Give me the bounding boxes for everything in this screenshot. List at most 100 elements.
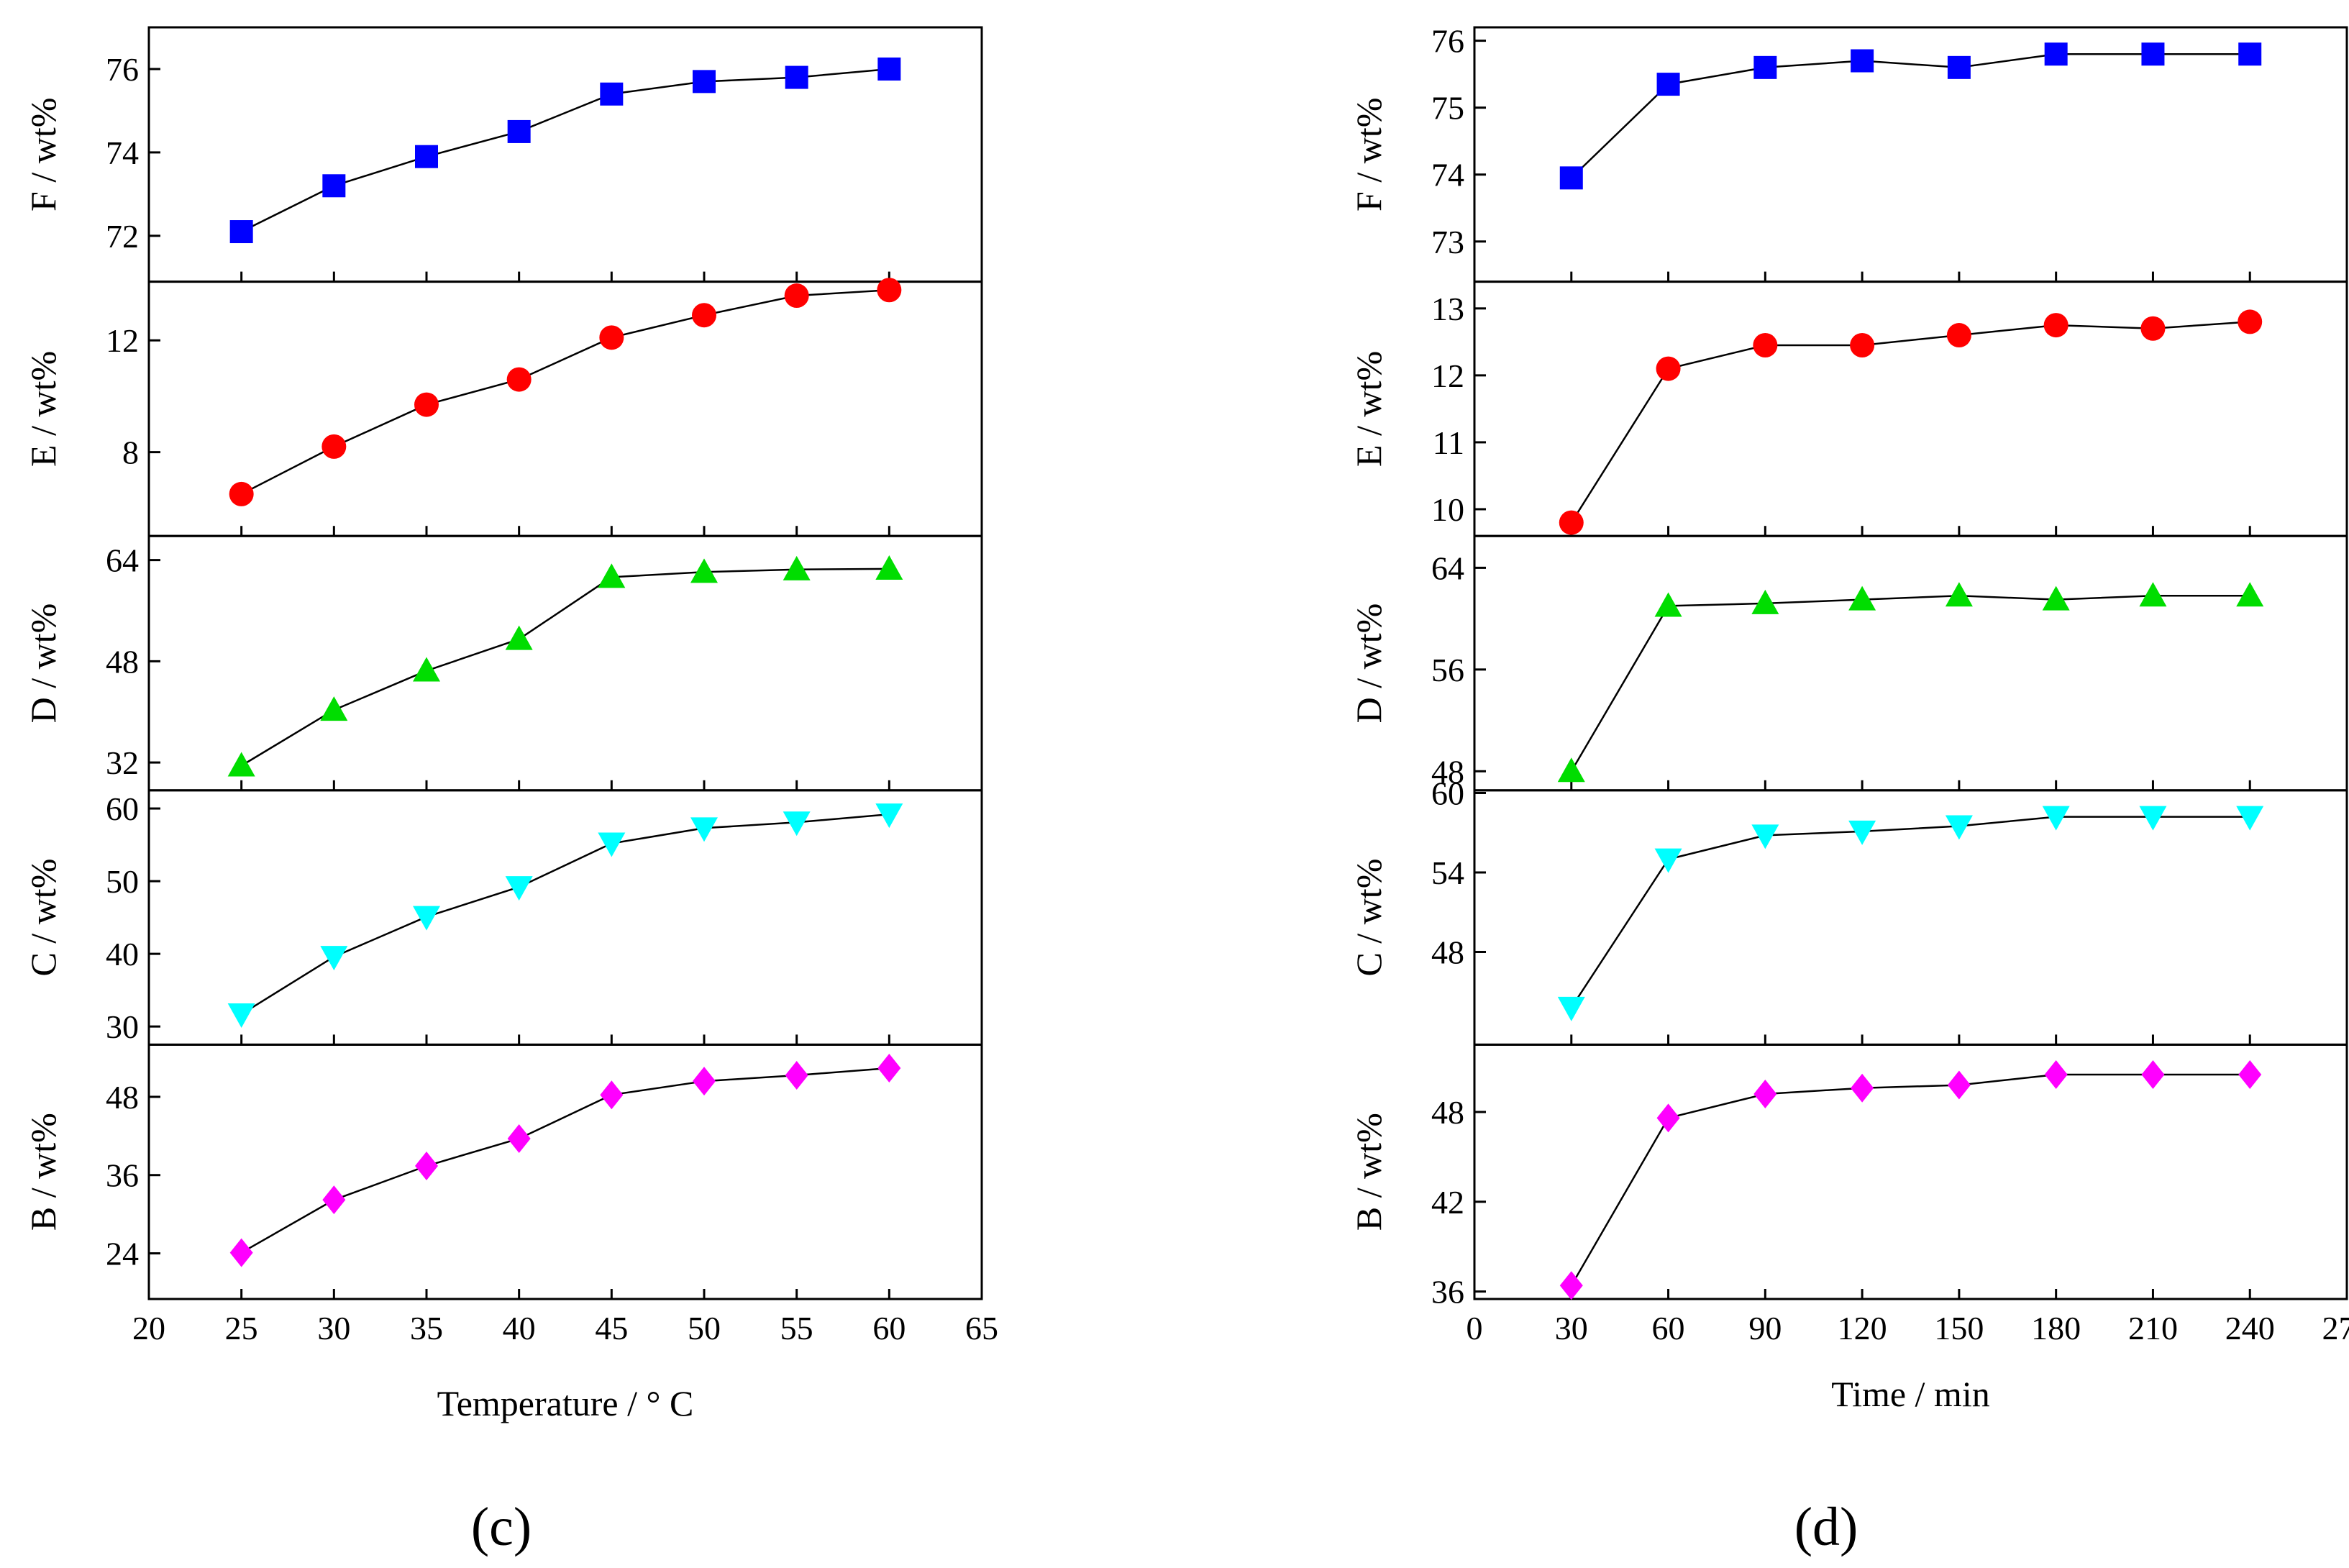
panel-d-E: 10 11 12 13 E / wt% bbox=[1349, 281, 2348, 537]
data-point-B bbox=[507, 1123, 531, 1153]
data-point-E bbox=[784, 283, 809, 309]
data-point-C bbox=[1945, 815, 1973, 840]
data-point-F bbox=[2238, 42, 2262, 66]
panel-d-C: 48 54 60 C / wt% bbox=[1349, 775, 2348, 1046]
panel-frame bbox=[147, 26, 983, 283]
data-point-F bbox=[600, 82, 624, 106]
panel-d-D: 48 56 64 D / wt% bbox=[1349, 534, 2348, 792]
y-tick-label: 48 bbox=[106, 1079, 139, 1116]
y-tick-label: 42 bbox=[1431, 1184, 1464, 1221]
data-point-C bbox=[2139, 806, 2167, 831]
x-tick-label: 120 bbox=[1838, 1310, 1887, 1346]
data-point-F bbox=[1656, 73, 1680, 96]
data-point-C bbox=[1751, 824, 1779, 849]
panel-d-F: 73 74 75 76 F / wt% bbox=[1349, 23, 2348, 283]
x-tick-label: 45 bbox=[595, 1310, 628, 1346]
x-tick-label: 55 bbox=[780, 1310, 813, 1346]
data-point-B bbox=[1851, 1073, 1874, 1103]
x-tick-label: 35 bbox=[410, 1310, 443, 1346]
panel-c-B: 24 36 48 B / wt% bbox=[23, 1043, 983, 1300]
y-tick-label: 30 bbox=[106, 1008, 139, 1045]
data-point-D bbox=[875, 555, 903, 580]
chart-time: 73 74 75 76 F / wt% 10 11 12 13 E / wt% 48 56 64 D / … bbox=[1349, 23, 2349, 1414]
data-point-C bbox=[413, 906, 440, 931]
series-line-B bbox=[1570, 1073, 2250, 1286]
data-point-F bbox=[507, 119, 531, 143]
x-tick-label: 180 bbox=[2031, 1310, 2081, 1346]
data-point-E bbox=[2140, 316, 2166, 341]
data-point-F bbox=[415, 145, 438, 168]
x-tick-label: 240 bbox=[2225, 1310, 2275, 1346]
data-point-F bbox=[785, 65, 808, 89]
data-point-E bbox=[321, 434, 347, 459]
data-point-F bbox=[229, 220, 253, 244]
x-tick-label: 50 bbox=[688, 1310, 721, 1346]
y-tick-label: 13 bbox=[1431, 291, 1464, 327]
data-point-C bbox=[227, 1003, 255, 1028]
x-tick-label: 30 bbox=[317, 1310, 350, 1346]
y-axis-title: E / wt% bbox=[1349, 351, 1389, 467]
y-tick-label: 36 bbox=[106, 1157, 139, 1194]
series-line-F bbox=[1570, 53, 2250, 179]
data-point-F bbox=[2141, 42, 2165, 66]
data-point-C bbox=[690, 817, 718, 842]
series-line-B bbox=[241, 1067, 890, 1254]
data-point-E bbox=[1946, 323, 1971, 348]
y-tick-label: 12 bbox=[1431, 357, 1464, 394]
panel-frame bbox=[1473, 26, 2348, 283]
chart-temperature: 72 74 76 F / wt% 8 12 E / wt% 32 48 64 D / wt% 30 40… bbox=[23, 26, 998, 1423]
x-tick-label: 60 bbox=[872, 1310, 906, 1346]
y-tick-label: 74 bbox=[106, 135, 139, 171]
data-point-E bbox=[2238, 309, 2263, 334]
data-point-C bbox=[598, 832, 626, 857]
data-point-C bbox=[1848, 820, 1876, 845]
y-tick-label: 40 bbox=[106, 936, 139, 972]
x-tick-label: 65 bbox=[965, 1310, 998, 1346]
data-point-D bbox=[320, 696, 348, 721]
x-tick-label: 90 bbox=[1748, 1310, 1782, 1346]
y-tick-label: 60 bbox=[1431, 775, 1464, 811]
data-point-C bbox=[1557, 996, 1585, 1021]
data-point-D bbox=[1945, 582, 1973, 607]
data-point-D bbox=[783, 555, 811, 580]
data-point-D bbox=[413, 657, 440, 682]
y-tick-label: 76 bbox=[1431, 23, 1464, 60]
y-axis-title: D / wt% bbox=[23, 603, 63, 724]
y-tick-label: 32 bbox=[106, 744, 139, 781]
data-point-F bbox=[1753, 55, 1777, 79]
data-point-E bbox=[599, 325, 624, 350]
data-point-E bbox=[1656, 356, 1681, 381]
y-tick-label: 60 bbox=[106, 790, 139, 827]
series-line-C bbox=[241, 813, 890, 1016]
y-tick-label: 50 bbox=[106, 863, 139, 900]
data-point-D bbox=[1654, 592, 1682, 617]
data-point-D bbox=[1557, 757, 1585, 783]
x-tick-label: 0 bbox=[1467, 1310, 1483, 1346]
series-line-C bbox=[1570, 816, 2250, 1008]
y-tick-label: 48 bbox=[1431, 934, 1464, 970]
data-point-C bbox=[2236, 806, 2264, 831]
data-point-B bbox=[229, 1238, 253, 1267]
data-point-B bbox=[1656, 1103, 1680, 1133]
y-axis-title: F / wt% bbox=[23, 98, 63, 211]
data-point-C bbox=[783, 811, 811, 837]
x-axis-title: Temperature / ° C bbox=[437, 1383, 694, 1423]
series-line-E bbox=[241, 289, 890, 496]
data-point-B bbox=[877, 1054, 901, 1083]
panel-frame bbox=[1473, 534, 2348, 792]
data-point-D bbox=[2042, 585, 2070, 611]
data-point-B bbox=[600, 1080, 624, 1110]
caption-c: (c) bbox=[471, 1497, 532, 1557]
series-line-D bbox=[241, 568, 890, 767]
panel-frame bbox=[1473, 1043, 2348, 1300]
y-tick-label: 10 bbox=[1431, 491, 1464, 528]
y-tick-label: 12 bbox=[106, 322, 139, 359]
y-tick-label: 74 bbox=[1431, 157, 1464, 193]
data-point-B bbox=[2044, 1060, 2068, 1089]
y-tick-label: 48 bbox=[1431, 1094, 1464, 1131]
panel-c-F: 72 74 76 F / wt% bbox=[23, 26, 983, 283]
panel-c-C: 30 40 50 60 C / wt% bbox=[23, 789, 983, 1046]
data-point-B bbox=[693, 1067, 716, 1096]
data-point-F bbox=[2044, 42, 2068, 66]
y-axis-title: F / wt% bbox=[1349, 98, 1389, 211]
